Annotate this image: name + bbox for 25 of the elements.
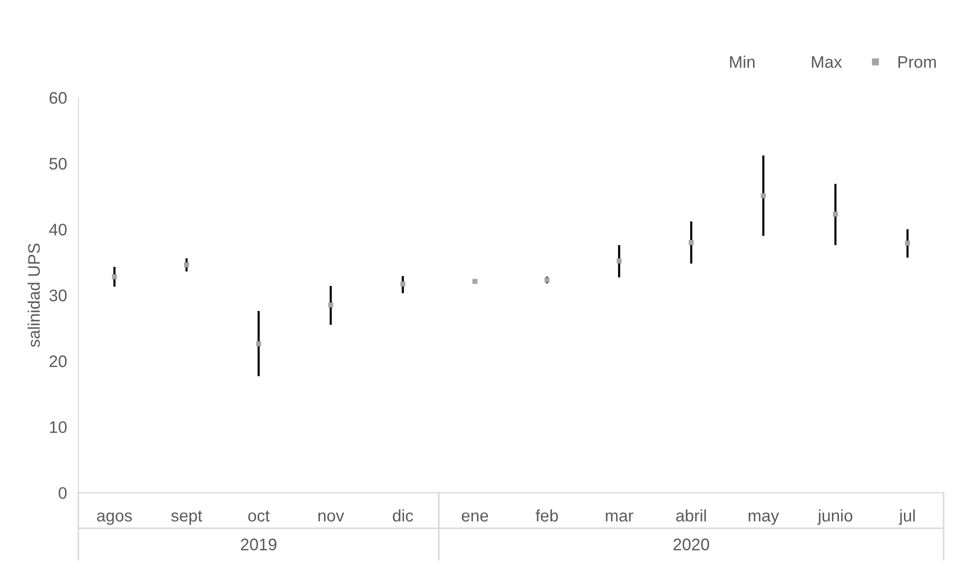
x-tick-label: oct	[248, 510, 270, 522]
y-tick-label: 10	[50, 421, 67, 434]
y-tick-label: 40	[49, 224, 67, 236]
x-tick-label: mar	[606, 512, 634, 522]
y-tick-label: 0	[58, 487, 67, 499]
x-tick-label: feb	[536, 509, 558, 522]
x-tick-label: abril	[676, 509, 706, 522]
y-tick-label: 20	[50, 355, 67, 368]
text: 2019	[240, 538, 276, 550]
x-tick-label: junio	[817, 509, 852, 525]
y-tick-label: 50	[49, 158, 67, 170]
x-tick-label: jul	[898, 509, 915, 525]
text: Max	[812, 56, 842, 68]
x-tick-label: dic	[392, 509, 414, 522]
text: 2020	[674, 538, 710, 550]
text: Min	[730, 56, 755, 68]
x-tick-label: nov	[318, 512, 344, 522]
legend-label: Prom	[898, 56, 936, 68]
y-tick-label: 60	[50, 92, 67, 104]
x-tick-label: sept	[171, 510, 202, 525]
x-tick-label: may	[748, 512, 780, 525]
x-tick-label: agos	[97, 512, 132, 525]
x-tick-label: ene	[462, 512, 488, 522]
y-tick-label: 30	[49, 290, 67, 302]
y-axis-title: salinidad UPS	[28, 244, 40, 348]
